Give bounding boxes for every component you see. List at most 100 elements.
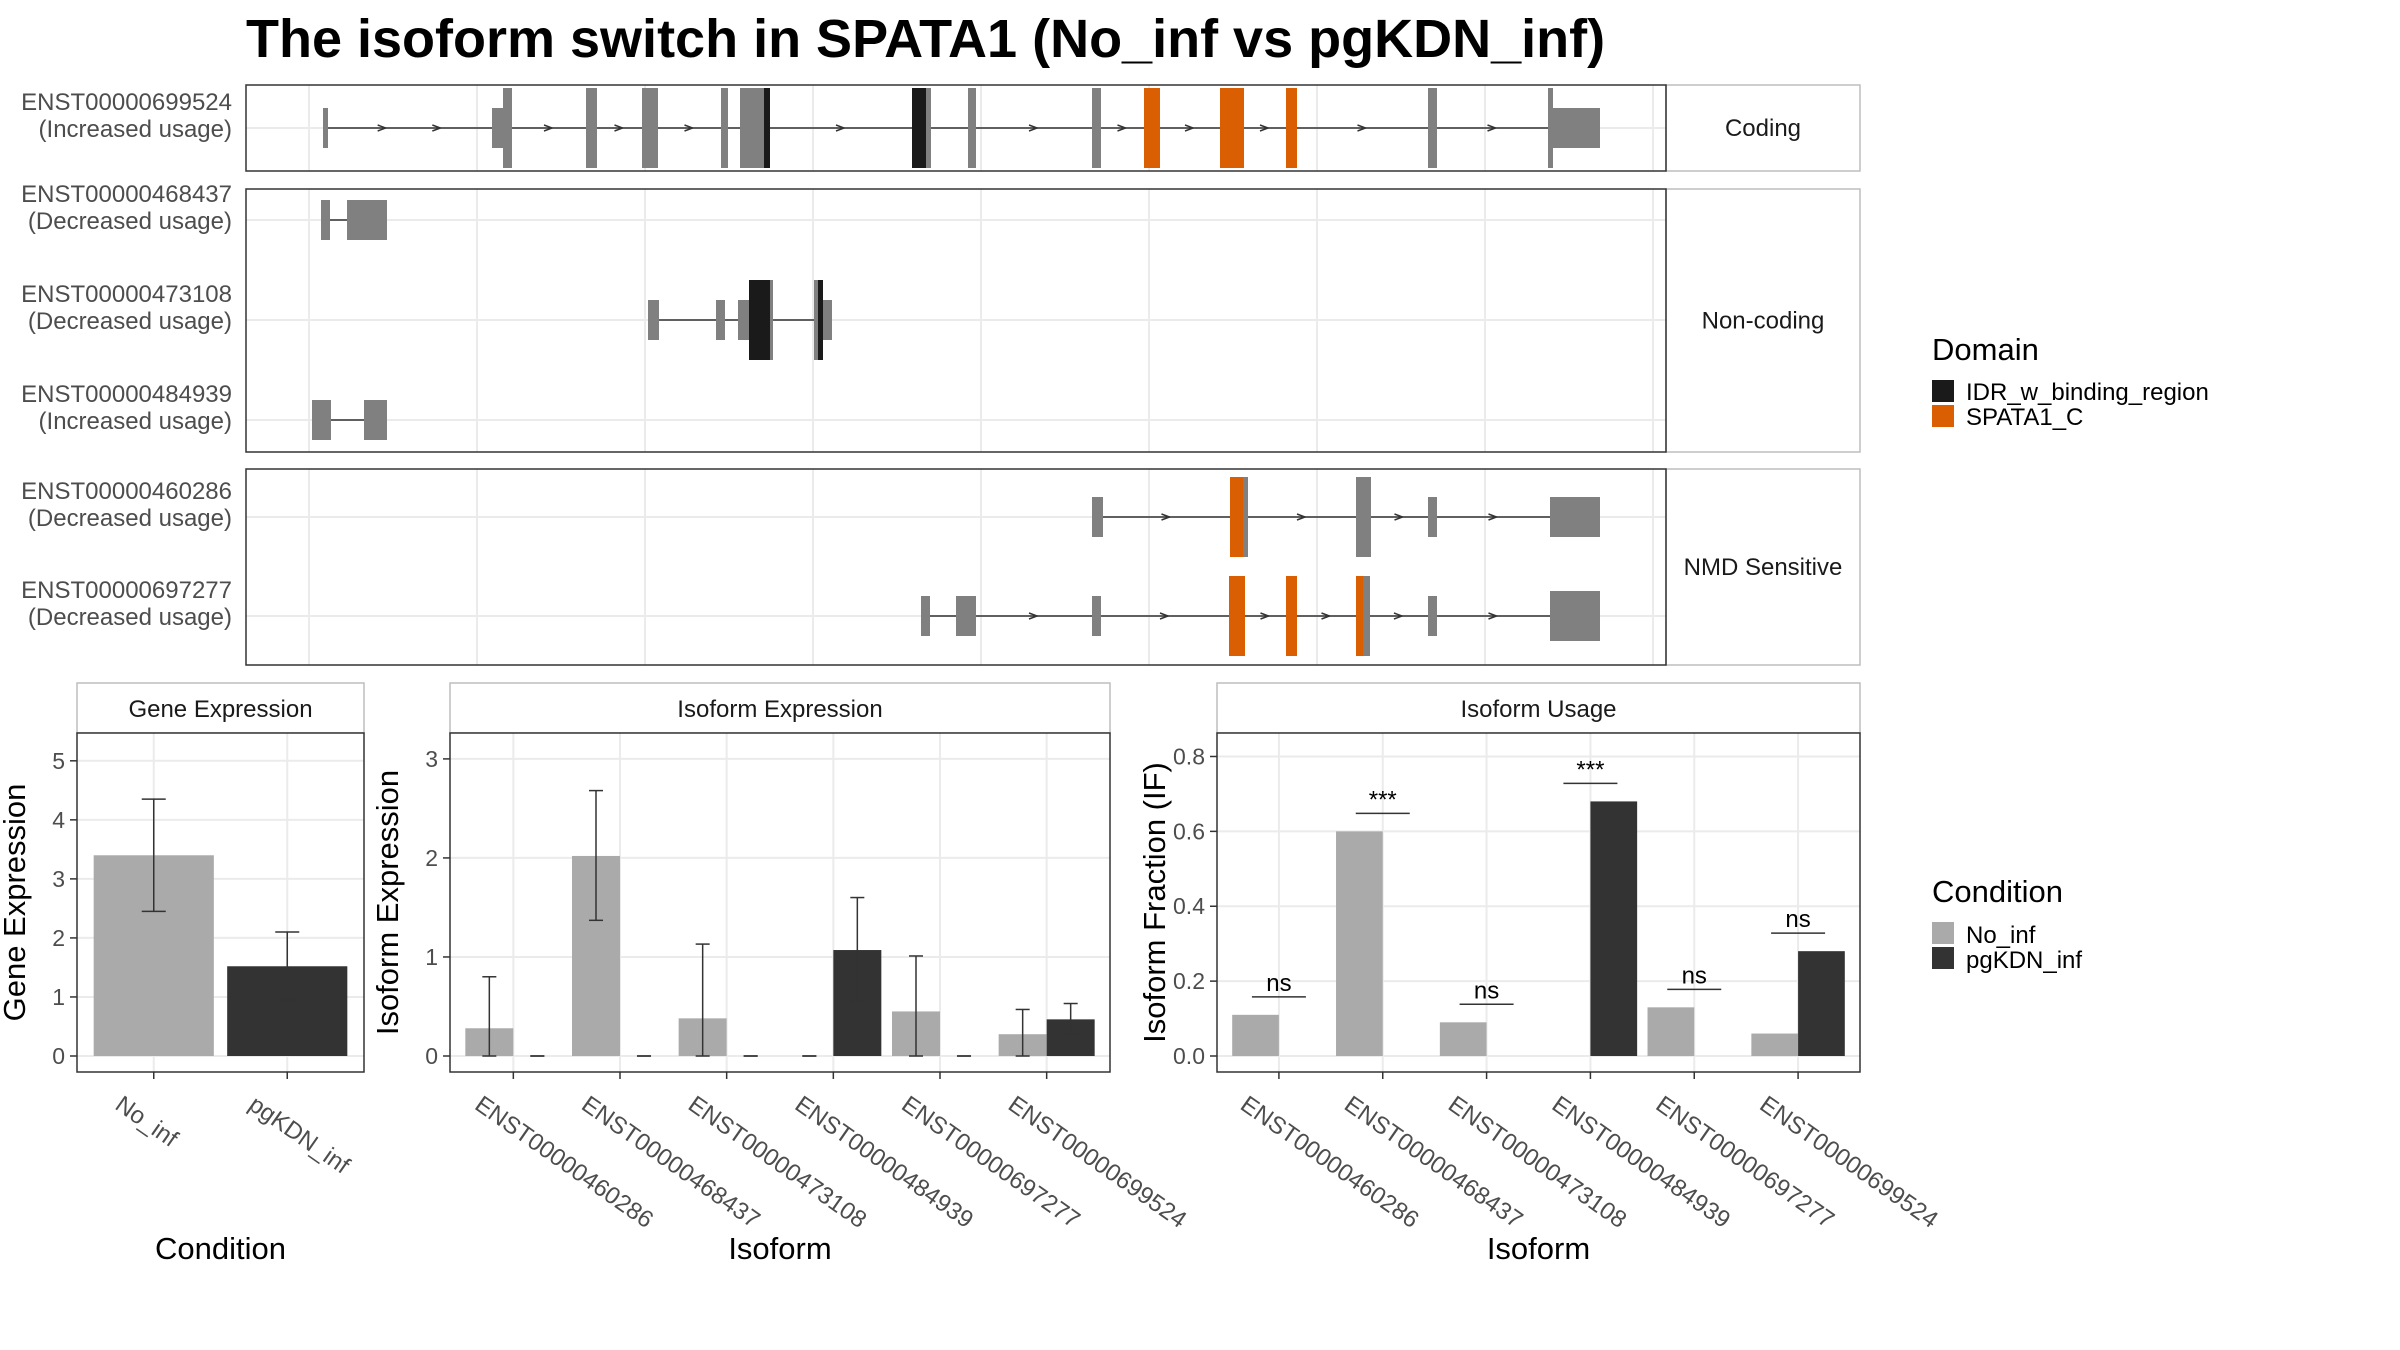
transcript-ENST00000697277: ENST00000697277(Decreased usage) — [21, 576, 1600, 656]
significance-label: ns — [1682, 962, 1707, 989]
legend-swatch-pgKDN_inf — [1932, 947, 1954, 969]
y-tick-label: 1 — [52, 984, 65, 1010]
y-tick-label: 0 — [52, 1043, 65, 1069]
exon — [1428, 497, 1437, 537]
y-tick-label: 0.4 — [1173, 893, 1205, 919]
plot-background — [450, 733, 1110, 1072]
exon — [1553, 108, 1600, 148]
exon — [921, 596, 930, 636]
y-tick-label: 0.0 — [1173, 1043, 1205, 1069]
exon — [1428, 596, 1437, 636]
chart-title: The isoform switch in SPATA1 (No_inf vs … — [246, 9, 1606, 69]
x-tick-label: ENST00000468437 — [577, 1091, 765, 1234]
exon — [492, 108, 503, 148]
facet-strip — [1665, 468, 1861, 666]
x-tick-label: ENST00000468437 — [1339, 1091, 1527, 1234]
direction-arrow — [1357, 124, 1368, 132]
plot-border — [76, 732, 365, 1073]
bar-panel-2: Isoform Expression0123ENST00000460286ENS… — [370, 682, 1191, 1266]
transcript-usage-label: (Increased usage) — [39, 116, 232, 143]
domain-exon-SPATA1_C — [1220, 88, 1244, 168]
exon — [347, 200, 387, 240]
y-tick-label: 0.2 — [1173, 968, 1205, 994]
y-tick-label: 3 — [52, 866, 65, 892]
panel-strip-label: Gene Expression — [128, 696, 312, 723]
direction-arrow — [432, 124, 443, 132]
transcript-id-label: ENST00000473108 — [21, 281, 232, 308]
legend-swatch-IDR_w_binding_region — [1932, 380, 1954, 402]
x-tick-label: No_inf — [110, 1091, 183, 1153]
domain-exon-IDR_w_binding_region — [912, 88, 926, 168]
exon — [1550, 497, 1600, 537]
y-tick-label: 2 — [52, 925, 65, 951]
plot-border — [449, 732, 1111, 1073]
bar-No_inf-ENST00000473108 — [1439, 1022, 1487, 1056]
transcript-usage-label: (Decreased usage) — [28, 208, 232, 235]
exon — [1363, 576, 1370, 656]
exon — [1356, 477, 1371, 557]
x-tick-label: ENST00000697277 — [897, 1091, 1085, 1234]
exon — [503, 88, 512, 168]
condition-legend-title: Condition — [1932, 874, 2063, 909]
transcript-id-label: ENST00000484939 — [21, 381, 232, 408]
exon — [1092, 88, 1101, 168]
domain-exon-SPATA1_C — [1356, 576, 1363, 656]
direction-arrow — [1028, 124, 1040, 132]
transcript-id-label: ENST00000468437 — [21, 181, 232, 208]
direction-arrow — [1184, 124, 1196, 132]
y-tick-label: 1 — [425, 944, 438, 970]
x-tick-label: ENST00000697277 — [1651, 1091, 1839, 1234]
domain-exon-SPATA1_C — [1286, 88, 1297, 168]
x-tick-label: ENST00000460286 — [1235, 1091, 1423, 1234]
exon — [716, 300, 725, 340]
domain-exon-SPATA1_C — [1229, 576, 1245, 656]
x-tick-label: pgKDN_inf — [244, 1091, 355, 1180]
bar-pgKDN_inf-ENST00000484939 — [1590, 801, 1638, 1056]
transcript-usage-label: (Decreased usage) — [28, 308, 232, 335]
direction-arrow — [1394, 513, 1405, 521]
direction-arrow — [1159, 612, 1171, 620]
panel-strip — [76, 682, 365, 734]
direction-arrow — [1161, 513, 1172, 521]
y-tick-label: 4 — [52, 807, 65, 833]
domain-exon-SPATA1_C — [1230, 477, 1243, 557]
structure-panel-1: Coding ENST00000699524(Increased usage) — [21, 84, 1861, 172]
direction-arrow — [543, 124, 555, 132]
transcript-id-label: ENST00000699524 — [21, 89, 232, 116]
transcript-ENST00000484939: ENST00000484939(Increased usage) — [21, 381, 387, 440]
plot-background — [1217, 733, 1860, 1072]
panel-strip-label: Isoform Expression — [677, 696, 882, 723]
exon — [968, 88, 976, 168]
panel-strip — [449, 682, 1111, 734]
significance-label: *** — [1576, 756, 1604, 783]
legend-swatch-SPATA1_C — [1932, 405, 1954, 427]
y-axis-title: Gene Expression — [0, 784, 32, 1022]
y-axis-title: Isoform Fraction (IF) — [1137, 762, 1172, 1043]
x-tick-label: ENST00000699524 — [1003, 1091, 1191, 1234]
legend-label-pgKDN_inf: pgKDN_inf — [1966, 947, 2082, 974]
facet-strip-label: NMD Sensitive — [1684, 554, 1843, 581]
transcript-id-label: ENST00000697277 — [21, 577, 232, 604]
x-tick-label: ENST00000473108 — [1443, 1091, 1631, 1234]
domain-legend-title: Domain — [1932, 332, 2039, 367]
transcript-ENST00000699524: ENST00000699524(Increased usage) — [21, 88, 1600, 168]
x-axis-title: Isoform — [728, 1231, 831, 1266]
significance-label: ns — [1266, 970, 1291, 997]
exon — [1092, 596, 1101, 636]
y-tick-label: 5 — [52, 748, 65, 774]
direction-arrow — [1260, 612, 1271, 620]
y-tick-label: 0.8 — [1173, 743, 1205, 769]
exon — [642, 88, 658, 168]
x-tick-label: ENST00000473108 — [683, 1091, 871, 1234]
significance-label: *** — [1369, 786, 1397, 813]
legend-label-SPATA1_C: SPATA1_C — [1966, 404, 2083, 431]
panel-border — [245, 84, 1667, 172]
domain-exon-IDR_w_binding_region — [818, 280, 823, 360]
transcript-usage-label: (Increased usage) — [39, 408, 232, 435]
exon — [721, 88, 728, 168]
facet-strip — [1665, 188, 1861, 453]
y-tick-label: 2 — [425, 845, 438, 871]
